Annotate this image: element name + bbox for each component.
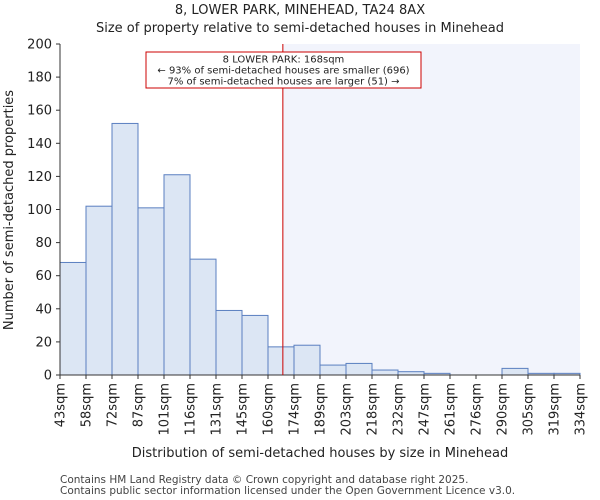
footer-line2: Contains public sector information licen… (60, 485, 515, 497)
histogram-bar (267, 346, 295, 376)
y-axis-label: Number of semi-detached properties (2, 90, 17, 330)
y-tick-label: 180 (27, 71, 52, 86)
chart-title-line2: Size of property relative to semi-detach… (96, 21, 504, 36)
annotation-line3: 7% of semi-detached houses are larger (5… (167, 77, 399, 88)
y-tick-label: 40 (35, 302, 52, 317)
histogram-bar (501, 367, 529, 376)
x-tick-label: 334sqm (574, 383, 589, 436)
x-tick-label: 116sqm (184, 383, 199, 436)
histogram-bar (371, 369, 399, 376)
x-tick-label: 319sqm (548, 383, 563, 436)
x-tick-label: 131sqm (210, 383, 225, 436)
footer-line1: Contains HM Land Registry data © Crown c… (60, 474, 468, 486)
x-tick-label: 247sqm (418, 383, 433, 436)
y-tick-label: 80 (35, 236, 52, 251)
y-tick-label: 140 (27, 137, 52, 152)
x-tick-label: 218sqm (366, 383, 381, 436)
x-tick-label: 189sqm (314, 383, 329, 436)
y-tick-label: 160 (27, 104, 52, 119)
x-tick-label: 305sqm (522, 383, 537, 436)
y-tick-label: 120 (27, 170, 52, 185)
histogram-bar (59, 261, 87, 376)
histogram-bar (241, 314, 269, 376)
y-tick-label: 100 (27, 203, 52, 218)
y-tick-label: 60 (35, 269, 52, 284)
x-tick-label: 261sqm (444, 383, 459, 436)
larger-region-highlight (282, 44, 580, 375)
histogram-bar (319, 364, 347, 376)
chart-title-line1: 8, LOWER PARK, MINEHEAD, TA24 8AX (175, 3, 425, 18)
x-tick-label: 58sqm (80, 383, 95, 427)
x-tick-label: 145sqm (236, 383, 251, 436)
x-tick-label: 290sqm (496, 383, 511, 436)
x-tick-label: 87sqm (132, 383, 147, 427)
y-tick-label: 20 (35, 335, 52, 350)
annotation-line1: 8 LOWER PARK: 168sqm (223, 55, 345, 66)
x-tick-label: 160sqm (262, 383, 277, 436)
annotation-box (145, 51, 422, 89)
x-tick-label: 101sqm (158, 383, 173, 436)
x-tick-label: 174sqm (288, 383, 303, 436)
x-axis-label: Distribution of semi-detached houses by … (132, 446, 509, 461)
annotation-line2: ← 93% of semi-detached houses are smalle… (157, 66, 409, 77)
histogram-bar (85, 205, 113, 376)
histogram-bar (163, 174, 191, 376)
y-tick-label: 0 (44, 369, 52, 384)
x-tick-label: 72sqm (106, 383, 121, 427)
x-tick-label: 203sqm (340, 383, 355, 436)
histogram-bar (189, 258, 217, 376)
x-tick-label: 232sqm (392, 383, 407, 436)
y-tick-label: 200 (27, 38, 52, 53)
histogram-bar (293, 344, 321, 376)
x-tick-label: 276sqm (470, 383, 485, 436)
histogram-bar (215, 309, 243, 376)
x-tick-label: 43sqm (54, 383, 69, 427)
histogram-bar (345, 362, 373, 376)
histogram-bar (111, 122, 139, 376)
plot-area: 0 20 40 60 80 100 120 140 160 180 200 43sqm 58sqm 72s… (27, 38, 588, 436)
histogram-bar (137, 207, 165, 376)
